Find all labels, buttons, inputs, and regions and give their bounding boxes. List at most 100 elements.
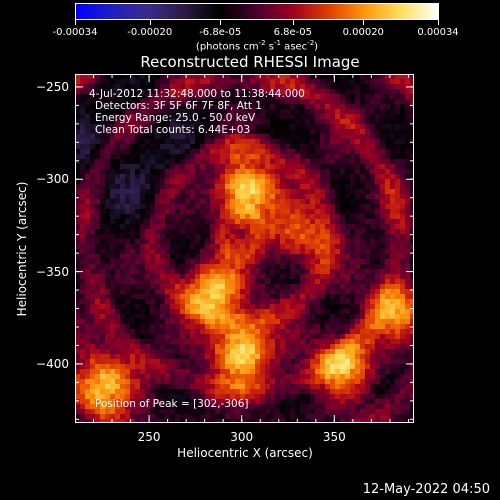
- heatmap-cell: [380, 209, 386, 215]
- heatmap-cell: [95, 399, 101, 405]
- heatmap-cell: [305, 139, 311, 145]
- heatmap-cell: [285, 419, 291, 423]
- heatmap-cell: [305, 419, 311, 423]
- heatmap-cell: [365, 204, 371, 210]
- heatmap-cell: [95, 354, 101, 360]
- heatmap-cell: [270, 339, 276, 345]
- heatmap-cell: [375, 194, 381, 200]
- heatmap-cell: [325, 389, 331, 395]
- heatmap-cell: [210, 324, 216, 330]
- heatmap-cell: [250, 324, 256, 330]
- heatmap-cell: [140, 214, 146, 220]
- heatmap-cell: [275, 234, 281, 240]
- heatmap-cell: [370, 139, 376, 145]
- heatmap-cell: [295, 414, 301, 420]
- heatmap-cell: [200, 174, 206, 180]
- heatmap-cell: [205, 384, 211, 390]
- heatmap-cell: [380, 399, 386, 405]
- heatmap-cell: [205, 389, 211, 395]
- heatmap-cell: [365, 84, 371, 90]
- heatmap-cell: [335, 304, 341, 310]
- heatmap-cell: [125, 409, 131, 415]
- heatmap-cell: [360, 224, 366, 230]
- heatmap-cell: [95, 134, 101, 140]
- heatmap-cell: [275, 294, 281, 300]
- heatmap-cell: [145, 399, 151, 405]
- heatmap-cell: [370, 259, 376, 265]
- heatmap-cell: [160, 74, 166, 80]
- heatmap-cell: [80, 219, 86, 225]
- heatmap-cell: [165, 84, 171, 90]
- heatmap-cell: [80, 109, 86, 115]
- heatmap-cell: [290, 94, 296, 100]
- heatmap-cell: [165, 109, 171, 115]
- heatmap-cell: [190, 239, 196, 245]
- heatmap-cell: [350, 349, 356, 355]
- heatmap-cell: [355, 399, 361, 405]
- heatmap-cell: [235, 199, 241, 205]
- heatmap-cell: [380, 144, 386, 150]
- heatmap-cell: [325, 324, 331, 330]
- heatmap-cell: [115, 334, 121, 340]
- heatmap-cell: [200, 159, 206, 165]
- heatmap-cell: [165, 229, 171, 235]
- heatmap-cell: [390, 304, 396, 310]
- heatmap-cell: [255, 314, 261, 320]
- heatmap-cell: [240, 159, 246, 165]
- heatmap-cell: [190, 329, 196, 335]
- heatmap-cell: [210, 169, 216, 175]
- heatmap-cell: [355, 324, 361, 330]
- heatmap-cell: [365, 154, 371, 160]
- heatmap-cell: [325, 259, 331, 265]
- heatmap-cell: [230, 274, 236, 280]
- heatmap-cell: [100, 419, 106, 423]
- heatmap-cell: [245, 404, 251, 410]
- heatmap-cell: [230, 299, 236, 305]
- heatmap-cell: [75, 279, 81, 285]
- heatmap-cell: [270, 214, 276, 220]
- heatmap-cell: [155, 414, 161, 420]
- heatmap-cell: [325, 384, 331, 390]
- heatmap-cell: [175, 209, 181, 215]
- heatmap-cell: [215, 309, 221, 315]
- heatmap-cell: [370, 164, 376, 170]
- heatmap-cell: [295, 394, 301, 400]
- heatmap-cell: [220, 104, 226, 110]
- heatmap-cell: [100, 284, 106, 290]
- heatmap-cell: [380, 239, 386, 245]
- heatmap-cell: [360, 274, 366, 280]
- heatmap-cell: [105, 99, 111, 105]
- heatmap-cell: [365, 194, 371, 200]
- heatmap-cell: [205, 139, 211, 145]
- heatmap-cell: [295, 384, 301, 390]
- heatmap-cell: [90, 134, 96, 140]
- heatmap-cell: [410, 364, 414, 370]
- heatmap-cell: [375, 174, 381, 180]
- heatmap-cell: [380, 264, 386, 270]
- heatmap-cell: [410, 139, 414, 145]
- heatmap-cell: [185, 234, 191, 240]
- heatmap-cell: [245, 329, 251, 335]
- heatmap-cell: [255, 249, 261, 255]
- heatmap-cell: [100, 94, 106, 100]
- heatmap-cell: [85, 199, 91, 205]
- heatmap-cell: [230, 129, 236, 135]
- heatmap-cell: [180, 129, 186, 135]
- heatmap-cell: [410, 104, 414, 110]
- heatmap-cell: [285, 94, 291, 100]
- heatmap-cell: [250, 404, 256, 410]
- heatmap-cell: [220, 259, 226, 265]
- heatmap-cell: [205, 254, 211, 260]
- heatmap-cell: [150, 134, 156, 140]
- heatmap-cell: [170, 254, 176, 260]
- heatmap-cell: [325, 149, 331, 155]
- heatmap-cell: [100, 339, 106, 345]
- heatmap-cell: [170, 104, 176, 110]
- heatmap-cell: [355, 289, 361, 295]
- heatmap-cell: [160, 124, 166, 130]
- heatmap-cell: [110, 394, 116, 400]
- heatmap-cell: [230, 269, 236, 275]
- heatmap-cell: [140, 299, 146, 305]
- heatmap-cell: [225, 304, 231, 310]
- heatmap-cell: [380, 334, 386, 340]
